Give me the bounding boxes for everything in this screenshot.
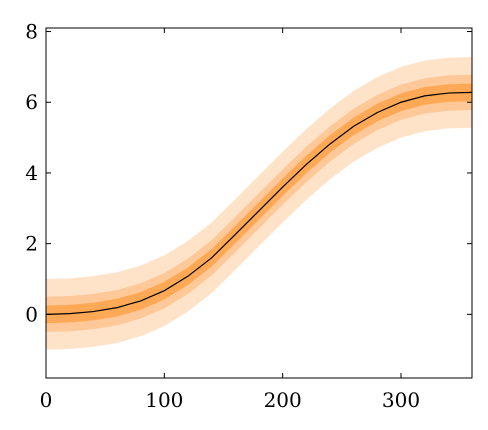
series-lines xyxy=(46,91,472,315)
x-tick-label: 0 xyxy=(40,388,53,412)
confidence-bands xyxy=(46,56,472,350)
y-tick-label: 4 xyxy=(25,161,38,185)
x-tick-label: 200 xyxy=(264,388,302,412)
y-tick-label: 2 xyxy=(25,232,38,256)
band-2 xyxy=(46,83,472,324)
x-axis-tick-labels: 0 100 200 300 xyxy=(40,388,420,412)
x-tick-label: 300 xyxy=(382,388,420,412)
x-tick-label: 100 xyxy=(145,388,183,412)
y-tick-label: 6 xyxy=(25,90,38,114)
y-axis-tick-labels: 0 2 4 6 8 xyxy=(25,20,38,327)
y-tick-label: 0 xyxy=(25,302,38,326)
plot-frame xyxy=(45,27,473,379)
series-line-center xyxy=(46,91,472,315)
y-tick-label: 8 xyxy=(25,20,38,44)
axis-ticks xyxy=(45,28,472,378)
